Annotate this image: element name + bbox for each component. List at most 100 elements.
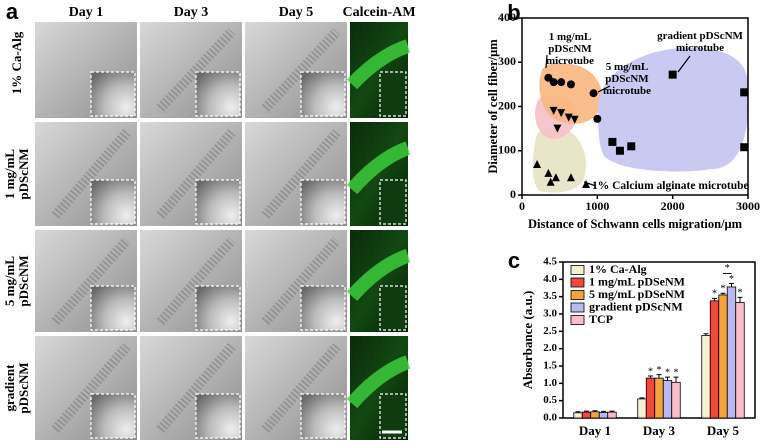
inset: [195, 71, 241, 117]
bar: [573, 412, 583, 419]
x-axis-label: Distance of Schwann cells migration/μm: [528, 217, 743, 231]
point: [566, 80, 575, 89]
series-annotation: gradient pDScNM microtube: [657, 30, 743, 54]
point: [740, 143, 749, 152]
inset: [195, 179, 241, 225]
bar: [671, 381, 681, 419]
legend-swatch: [570, 315, 585, 325]
x-tick-label: 1000: [585, 199, 609, 213]
y-tick-label: 1.0: [543, 377, 557, 389]
x-tick-label: 2000: [661, 199, 685, 213]
point: [593, 114, 602, 123]
annotation-arrow: [583, 181, 597, 187]
point: [551, 173, 560, 182]
significance-mark: *: [674, 367, 679, 378]
error-bar: [703, 333, 709, 336]
inset: [379, 71, 407, 117]
point: [533, 160, 542, 169]
micrograph-grid: [35, 22, 411, 440]
y-tick-label: 0.0: [543, 412, 557, 424]
y-tick-label: 0.5: [543, 394, 557, 406]
panel-letter: a: [6, 0, 19, 24]
row-label: gradient pDScNM: [2, 362, 31, 414]
y-tick-label: 400: [498, 10, 516, 24]
series-annotation: 5 mg/mL pDScNM microtube: [602, 61, 652, 97]
bar: [598, 412, 609, 419]
column-header: Day 1: [69, 5, 104, 20]
legend-swatch: [570, 277, 585, 288]
bar: [726, 286, 737, 419]
point: [668, 70, 677, 79]
significance-mark: *: [657, 365, 662, 376]
column-header: Calcein-AM: [342, 5, 415, 20]
fluorescent-tube: [346, 355, 411, 409]
row-label: 1% Ca-Alg: [9, 31, 24, 95]
inset: [195, 285, 241, 331]
significance-mark: *: [721, 283, 726, 294]
legend-swatch: [570, 265, 585, 275]
point: [549, 106, 558, 115]
y-tick-label: 4.0: [543, 273, 557, 285]
annotation-arrow: [597, 85, 611, 93]
series-annotation: 1% Calcium alginate microtube: [592, 180, 749, 192]
legend-label: 1% Ca-Alg: [589, 262, 647, 276]
point: [608, 137, 617, 146]
bar: [735, 302, 745, 419]
point: [544, 73, 553, 82]
bar: [701, 335, 711, 419]
legend-label: 1 mg/mL pDSeNM: [589, 274, 685, 288]
y-tick-label: 3.5: [543, 290, 557, 302]
error-bar: [737, 296, 743, 303]
inset: [379, 285, 407, 331]
y-tick-label: 100: [498, 143, 516, 157]
y-tick-label: 0: [510, 187, 516, 201]
error-bar: [648, 375, 653, 379]
x-tick-label: Day 1: [579, 423, 611, 438]
legend-swatch: [570, 302, 585, 313]
x-tick-label: 3000: [736, 199, 760, 213]
y-tick-label: 300: [498, 54, 516, 68]
inset: [300, 393, 346, 439]
bar: [709, 300, 720, 419]
significance-mark: *: [665, 367, 670, 378]
inset: [90, 285, 136, 331]
point: [582, 179, 591, 188]
bar: [718, 294, 728, 419]
point: [589, 89, 598, 98]
error-bar: [601, 410, 606, 413]
panel-letter: c: [508, 248, 520, 273]
region-blob: [532, 128, 587, 193]
region-blob: [597, 47, 749, 172]
inset: [90, 393, 136, 439]
fluorescent-tube: [346, 141, 411, 195]
error-bar: [609, 410, 615, 413]
error-bar: [656, 374, 662, 379]
error-bar: [712, 297, 717, 301]
fluorescent-tube: [346, 39, 411, 90]
x-tick-label: Day 3: [643, 423, 676, 438]
annotation-arrow: [545, 54, 548, 69]
bar: [662, 380, 673, 419]
bar: [581, 411, 592, 419]
legend-label: TCP: [589, 312, 613, 326]
inset: [90, 71, 136, 117]
y-tick-label: 1.5: [543, 360, 557, 372]
error-bar: [720, 292, 726, 295]
row-label: 1 mg/mL pDScNM: [2, 148, 31, 200]
point: [615, 146, 624, 155]
error-bar: [575, 411, 581, 413]
error-bar: [584, 410, 589, 413]
y-tick-label: 200: [498, 98, 516, 112]
point: [566, 173, 575, 182]
annotation-arrow: [677, 55, 691, 73]
significance-mark: *: [725, 263, 730, 274]
point: [553, 124, 562, 133]
point: [570, 115, 579, 124]
bar: [654, 377, 664, 419]
y-tick-label: 4.5: [543, 256, 557, 268]
error-bar: [592, 410, 598, 412]
significance-mark: *: [648, 366, 653, 377]
panel-letter: b: [507, 0, 520, 25]
